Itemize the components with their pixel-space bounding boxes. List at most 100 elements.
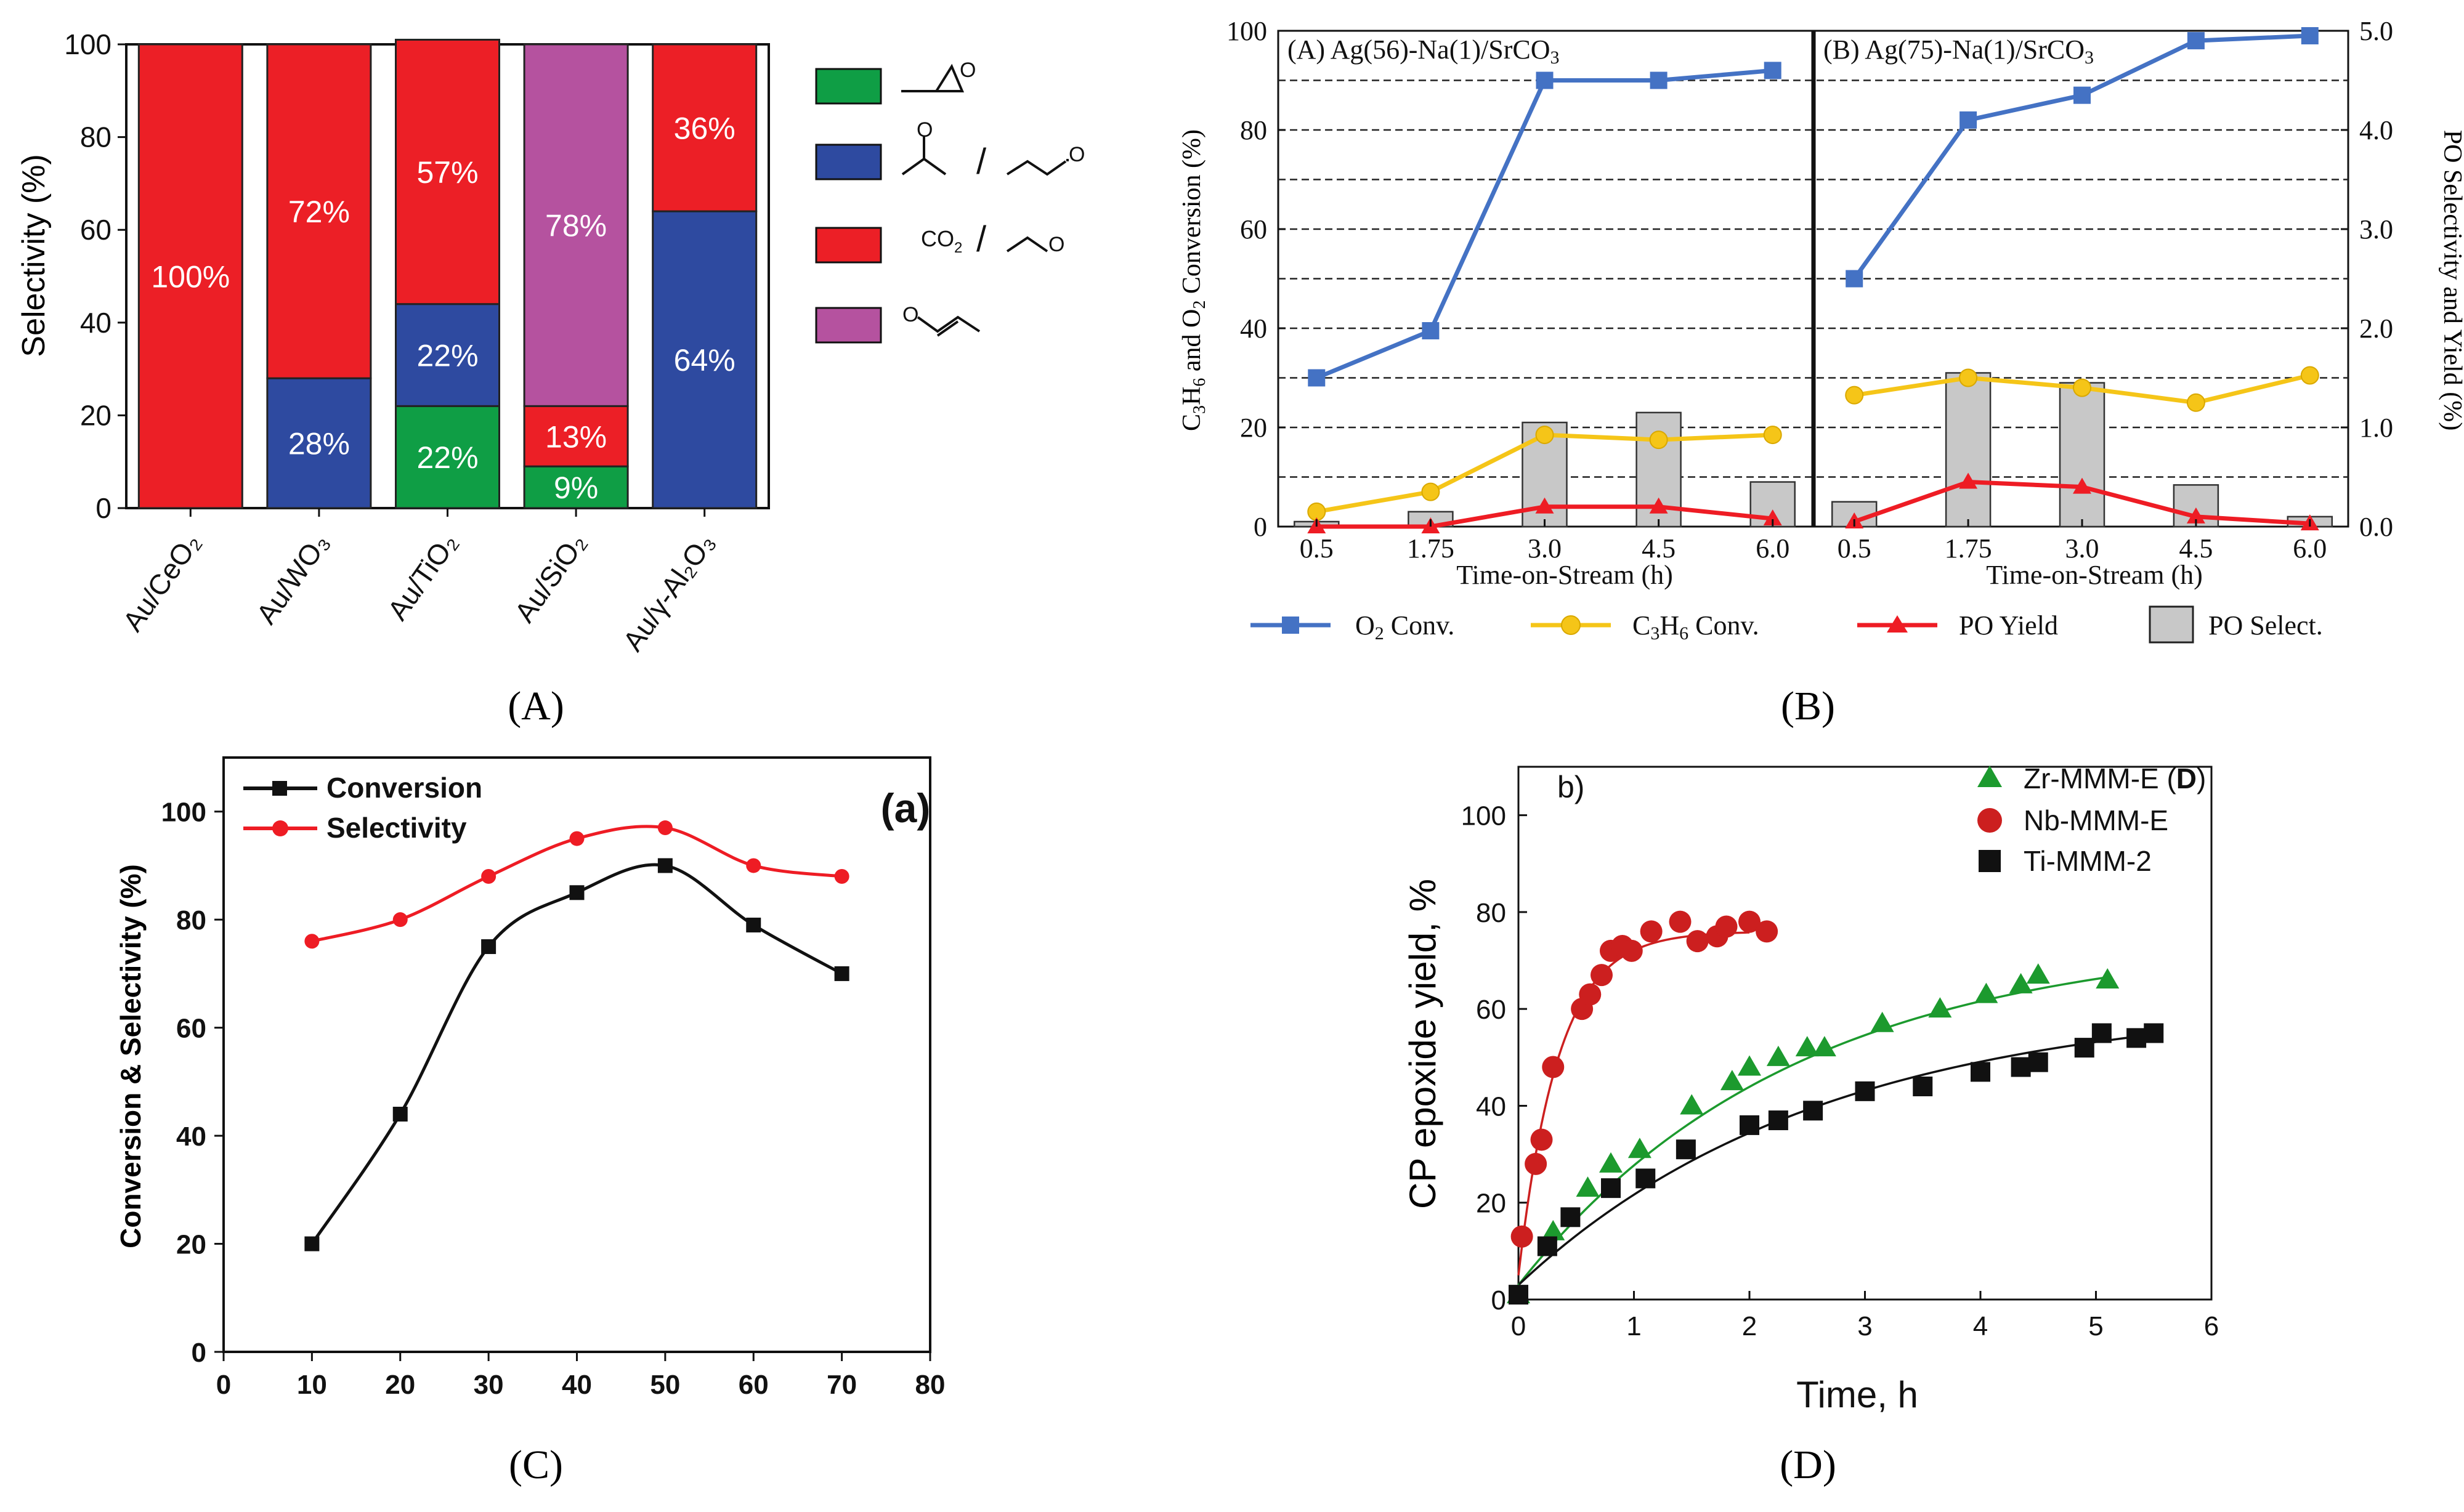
nb-mmm-e-point-9 (1620, 939, 1643, 962)
ti-mmm-2-point-3 (1601, 1178, 1621, 1199)
bar-segment-au-ceo-co-acetaldehyde (137, 43, 243, 509)
ti-mmm-2-point-4 (1635, 1168, 1656, 1189)
data-label-au-ceo-co-acetaldehyde: 100% (151, 260, 230, 294)
x-tick-label-5: 5 (2088, 1311, 2103, 1341)
ti-mmm-2-point-16 (2126, 1028, 2147, 1048)
o2-marker-b-4-5 (2187, 32, 2205, 50)
y-tick-label-20: 20 (176, 1230, 206, 1260)
ti-mmm-2-point-11 (1971, 1062, 1990, 1082)
acrolein-oxygen-label: O (902, 303, 918, 326)
panel-c-y-axis-label: Conversion & Selectivity (%) (115, 864, 147, 1248)
x-tick-label-a-3-0: 3.0 (1528, 533, 1562, 564)
legend-label-po-select: PO Select. (2208, 610, 2323, 641)
yield-marker-a-4-5 (1649, 497, 1668, 514)
c3h6-marker-b-0-5 (1845, 386, 1864, 405)
data-label-au-wo-co-acetaldehyde: 72% (288, 195, 350, 229)
acrolein-structure-icon (917, 315, 981, 337)
bar-segment-au-wo-co-acetaldehyde (266, 43, 372, 379)
conversion-marker-20 (392, 1107, 408, 1122)
y-tick-label-40: 40 (1476, 1091, 1506, 1122)
zr-mmm-e-point-5 (1680, 1094, 1704, 1115)
y-tick-label-60: 60 (80, 214, 111, 246)
x-tick-label-a-4-5: 4.5 (1642, 533, 1676, 564)
panel-c: 0 10 20 30 40 50 60 70 80 0 20 40 60 80 100 Conversion… (115, 756, 945, 1487)
c3h6-marker-a-3-0 (1535, 426, 1554, 445)
conversion-marker-30 (481, 939, 496, 955)
panel-a-y-axis-label: Selectivity (%) (16, 154, 52, 357)
x-tick-label-20: 20 (385, 1370, 415, 1400)
conversion-marker-60 (746, 917, 761, 932)
zr-mmm-e-point-1 (1541, 1219, 1565, 1240)
o2-marker-b-1-75 (1959, 111, 1977, 129)
zr-mmm-e-point-2 (1576, 1176, 1600, 1197)
right-y-tick-label-4-0: 4.0 (2359, 115, 2393, 145)
panel-d-inner-label: b) (1557, 770, 1584, 804)
left-y-tick-label-0: 0 (1254, 512, 1267, 542)
right-y-tick-label-3-0: 3.0 (2359, 214, 2393, 245)
x-tick-label-30: 30 (474, 1370, 504, 1400)
y-tick-label-80: 80 (1476, 898, 1506, 928)
zr-mmm-e-point-11 (1870, 1011, 1894, 1032)
ti-mmm-2-point-17 (2144, 1023, 2164, 1043)
legend-label-c3h6-conv: C3H6 Conv. (1632, 610, 1759, 644)
legend-swatch-acrolein (815, 307, 882, 344)
y-tick-label-60: 60 (176, 1014, 206, 1044)
selectivity-marker-50 (657, 820, 673, 836)
conversion-marker-10 (304, 1236, 320, 1251)
legend-label-selectivity: Selectivity (326, 812, 467, 844)
zr-mmm-e-point-12 (1928, 997, 1952, 1018)
c3h6-marker-b-1-75 (1959, 368, 1978, 387)
ti-mmm-2-point-9 (1855, 1081, 1875, 1101)
panel-b-left-y-axis-label: C3H6 and O2 Conversion (%) (1178, 129, 1209, 431)
selectivity-marker-10 (304, 934, 320, 949)
legend-swatch-co2-acetaldehyde (815, 227, 882, 264)
o2-marker-b-6-0 (2301, 27, 2319, 45)
nb-mmm-e-point-14 (1715, 915, 1738, 938)
selectivity-marker-60 (746, 858, 761, 873)
yield-marker-b-1-75 (1959, 472, 1978, 489)
legend-swatch-acetone-propanal (815, 144, 882, 180)
po-select-bar-b-1-75 (1945, 372, 1992, 528)
data-label-au-al-o-co-acetaldehyde: 36% (674, 111, 736, 146)
legend-swatch-propylene-oxide (815, 68, 882, 105)
x-tick-label-40: 40 (562, 1370, 592, 1400)
data-label-au-tio-acetone-propanal: 22% (416, 339, 478, 373)
legend-slash-2: / (976, 219, 987, 259)
legend-marker-nb-mmm-e (1977, 808, 2002, 833)
data-label-au-tio-co-acetaldehyde: 57% (416, 155, 478, 190)
acetaldehyde-structure-icon (1006, 236, 1048, 253)
legend-label-o2-conv: O2 Conv. (1355, 610, 1454, 644)
legend-marker-selectivity (272, 820, 288, 836)
x-tick-label-a-1-75: 1.75 (1407, 533, 1454, 564)
bar-segment-au-sio-propylene-oxide (523, 465, 629, 509)
data-label-au-wo-acetone-propanal: 28% (288, 427, 350, 461)
data-label-au-sio-acrolein: 78% (545, 209, 607, 243)
left-y-tick-label-40: 40 (1240, 313, 1267, 344)
x-tick-label-a-6-0: 6.0 (1756, 533, 1789, 564)
y-tick-label-100: 100 (64, 28, 111, 60)
x-tick-label-6: 6 (2204, 1311, 2219, 1341)
x-tick-label-3: 3 (1857, 1311, 1872, 1341)
yield-marker-b-4-5 (2186, 507, 2205, 524)
panel-b-subplot-a-title: (A) Ag(56)-Na(1)/SrCO3 (1287, 34, 1559, 68)
ti-mmm-2-point-14 (2074, 1038, 2094, 1058)
x-tick-label-4: 4 (1973, 1311, 1988, 1341)
panel-b-legend: O2 Conv. C3H6 Conv. PO Yield PO Select. (1250, 605, 2323, 644)
right-y-tick-label-0-0: 0.0 (2359, 512, 2393, 542)
zr-mmm-e-point-4 (1627, 1138, 1651, 1158)
c3h6-marker-a-1-75 (1421, 482, 1440, 501)
conversion-marker-40 (569, 885, 585, 900)
bar-segment-au-tio-acetone-propanal (395, 303, 500, 407)
nb-mmm-e-point-16 (1756, 920, 1778, 943)
zr-mmm-e-point-8 (1766, 1045, 1790, 1066)
x-tick-label-70: 70 (827, 1370, 857, 1400)
panel-b-subplot-b-title: (B) Ag(75)-Na(1)/SrCO3 (1823, 34, 2094, 68)
y-tick-label-40: 40 (80, 307, 111, 339)
legend-marker-conversion (272, 781, 287, 796)
nb-mmm-e-point-10 (1640, 920, 1663, 943)
propanal-structure-icon (1006, 159, 1069, 176)
nb-mmm-e-point-0 (1510, 1225, 1533, 1248)
selectivity-marker-40 (569, 831, 585, 846)
